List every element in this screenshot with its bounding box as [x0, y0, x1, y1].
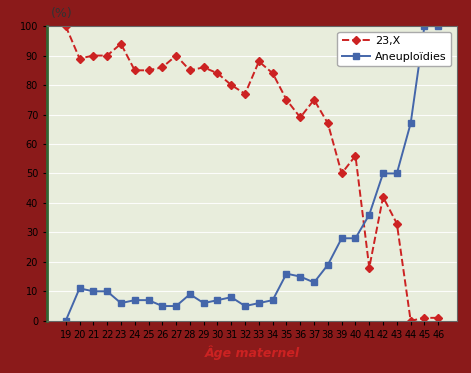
- Aneuploïdies: [422, 24, 427, 28]
- Aneuploïdies: [270, 298, 276, 303]
- 23,X: [394, 221, 400, 226]
- Aneuploïdies: [77, 286, 82, 291]
- Aneuploïdies: [311, 280, 317, 285]
- Aneuploïdies: [394, 171, 400, 176]
- Aneuploïdies: [256, 301, 262, 305]
- Aneuploïdies: [173, 304, 179, 308]
- Aneuploïdies: [215, 298, 220, 303]
- Line: Aneuploïdies: Aneuploïdies: [63, 23, 441, 324]
- 23,X: [63, 24, 69, 28]
- 23,X: [146, 68, 151, 72]
- Line: 23,X: 23,X: [63, 23, 441, 324]
- 23,X: [422, 316, 427, 320]
- 23,X: [118, 41, 124, 46]
- 23,X: [104, 53, 110, 58]
- 23,X: [215, 71, 220, 75]
- Aneuploïdies: [298, 275, 303, 279]
- Aneuploïdies: [160, 304, 165, 308]
- X-axis label: Âge maternel: Âge maternel: [204, 345, 300, 360]
- Aneuploïdies: [132, 298, 138, 303]
- 23,X: [242, 92, 248, 96]
- 23,X: [298, 115, 303, 120]
- 23,X: [270, 71, 276, 75]
- Aneuploïdies: [118, 301, 124, 305]
- Aneuploïdies: [353, 236, 358, 241]
- Aneuploïdies: [104, 289, 110, 294]
- Legend: 23,X, Aneuploïdies: 23,X, Aneuploïdies: [337, 32, 451, 66]
- 23,X: [201, 65, 206, 70]
- Aneuploïdies: [435, 24, 441, 28]
- Aneuploïdies: [284, 272, 289, 276]
- Aneuploïdies: [339, 236, 344, 241]
- Aneuploïdies: [325, 263, 331, 267]
- 23,X: [132, 68, 138, 72]
- 23,X: [339, 171, 344, 176]
- Aneuploïdies: [228, 295, 234, 300]
- 23,X: [77, 56, 82, 61]
- 23,X: [435, 316, 441, 320]
- Aneuploïdies: [146, 298, 151, 303]
- Aneuploïdies: [380, 171, 386, 176]
- Aneuploïdies: [201, 301, 206, 305]
- 23,X: [353, 154, 358, 158]
- 23,X: [380, 195, 386, 199]
- 23,X: [366, 266, 372, 270]
- 23,X: [284, 97, 289, 102]
- 23,X: [160, 65, 165, 70]
- Text: (%): (%): [51, 7, 73, 20]
- 23,X: [173, 53, 179, 58]
- Aneuploïdies: [90, 289, 96, 294]
- 23,X: [228, 83, 234, 87]
- 23,X: [187, 68, 193, 72]
- 23,X: [408, 319, 414, 323]
- 23,X: [325, 121, 331, 126]
- Aneuploïdies: [187, 292, 193, 297]
- Aneuploïdies: [366, 213, 372, 217]
- 23,X: [90, 53, 96, 58]
- 23,X: [256, 59, 262, 64]
- Aneuploïdies: [242, 304, 248, 308]
- Aneuploïdies: [408, 121, 414, 126]
- 23,X: [311, 97, 317, 102]
- Aneuploïdies: [63, 319, 69, 323]
